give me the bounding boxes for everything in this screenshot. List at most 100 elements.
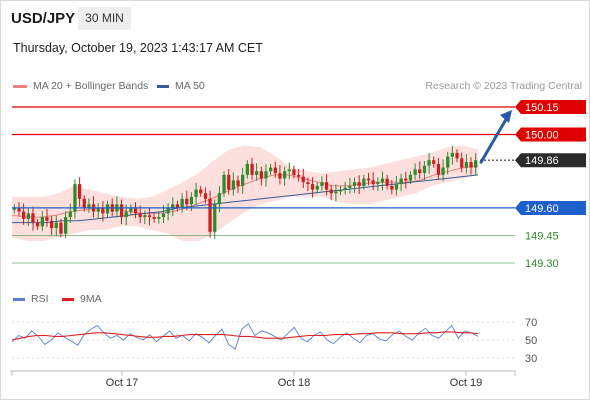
candle-body bbox=[460, 158, 464, 168]
candle-body bbox=[185, 198, 189, 205]
candle-body bbox=[422, 165, 427, 173]
candle-body bbox=[59, 222, 63, 234]
candle-body bbox=[22, 211, 26, 219]
candle-body bbox=[17, 207, 21, 212]
candle-body bbox=[40, 217, 44, 227]
candle-body bbox=[231, 180, 235, 190]
candle-body bbox=[292, 169, 296, 175]
candle-body bbox=[450, 152, 454, 157]
candle-body bbox=[371, 180, 375, 185]
candle-body bbox=[357, 182, 361, 186]
candle-body bbox=[147, 215, 152, 218]
candle-body bbox=[26, 213, 30, 219]
legend-ma20: MA 20 + Bollinger Bands bbox=[13, 80, 148, 92]
projection-arrow-head bbox=[500, 110, 512, 123]
candle-body bbox=[217, 193, 221, 205]
candle-body bbox=[124, 211, 128, 218]
candle-body bbox=[352, 182, 357, 186]
candle-body bbox=[324, 182, 329, 190]
candle-body bbox=[259, 171, 263, 179]
candle-body bbox=[45, 217, 49, 221]
timestamp: Thursday, October 19, 2023 1:43:17 AM CE… bbox=[13, 41, 263, 55]
candle-body bbox=[380, 178, 385, 183]
candle-body bbox=[199, 189, 203, 194]
candle-body bbox=[278, 173, 282, 179]
candle-body bbox=[157, 217, 161, 219]
rsi-line bbox=[11, 323, 479, 350]
candle-body bbox=[68, 211, 72, 218]
candle-body bbox=[464, 162, 468, 168]
research-credit: Research © 2023 Trading Central bbox=[425, 80, 582, 92]
candle-body bbox=[96, 207, 100, 212]
x-tick-label: Oct 19 bbox=[450, 377, 482, 389]
candle-body bbox=[77, 184, 82, 199]
candle-body bbox=[264, 171, 268, 179]
candle-body bbox=[455, 152, 459, 159]
candle-body bbox=[343, 187, 347, 190]
candle-body bbox=[418, 169, 422, 174]
candle-body bbox=[87, 204, 91, 208]
x-tick-label: Oct 17 bbox=[106, 377, 138, 389]
level-label-149-30: 149.30 bbox=[525, 258, 559, 270]
candle-body bbox=[362, 178, 366, 186]
x-tick-label: Oct 18 bbox=[278, 377, 310, 389]
ma50-swatch bbox=[157, 84, 169, 88]
candle-body bbox=[297, 174, 301, 177]
candle-body bbox=[390, 185, 394, 190]
candle-body bbox=[171, 204, 175, 208]
candle-body bbox=[269, 167, 273, 172]
candle-body bbox=[54, 222, 58, 229]
rsi-y-tick: 50 bbox=[525, 335, 537, 347]
legend-rsi-ma-label: 9MA bbox=[80, 293, 102, 305]
candle-body bbox=[329, 189, 333, 194]
candle-body bbox=[334, 191, 338, 194]
price-chart: 150.15 150.00 149.86 149.60 149.45 149.30 bbox=[11, 100, 586, 270]
candle-body bbox=[208, 198, 212, 232]
candle-body bbox=[227, 174, 231, 190]
rsi-swatch bbox=[13, 297, 25, 301]
candle-body bbox=[399, 178, 403, 185]
candle-body bbox=[50, 220, 54, 229]
candle-body bbox=[408, 174, 413, 181]
candle-body bbox=[338, 189, 343, 192]
candle-body bbox=[432, 160, 436, 164]
level-label-149-45: 149.45 bbox=[525, 231, 559, 243]
candle-body bbox=[152, 217, 156, 219]
candle-body bbox=[255, 171, 259, 175]
candle-body bbox=[161, 213, 166, 218]
candle-body bbox=[469, 162, 473, 168]
level-label-149-60: 149.60 bbox=[525, 203, 559, 215]
candle-body bbox=[64, 217, 68, 234]
legend-ma20-label: MA 20 + Bollinger Bands bbox=[33, 80, 149, 92]
candle-body bbox=[310, 184, 315, 190]
candle-body bbox=[427, 160, 431, 166]
legend-ma50: MA 50 bbox=[157, 80, 205, 92]
candle-body bbox=[348, 185, 352, 188]
candle-body bbox=[287, 169, 291, 172]
projection-arrow bbox=[479, 114, 510, 164]
candle-body bbox=[245, 163, 249, 175]
symbol-title: USD/JPY bbox=[11, 10, 76, 27]
candle-body bbox=[36, 222, 40, 227]
level-label-149-86: 149.86 bbox=[525, 155, 559, 167]
candle-body bbox=[119, 204, 124, 218]
level-label-150-00: 150.00 bbox=[525, 130, 559, 142]
rsi-chart: 70 50 30 Oct 17 Oct 18 Oct 19 bbox=[10, 317, 537, 389]
rsi-ma-line bbox=[11, 331, 479, 341]
level-tag-149-60 bbox=[515, 200, 586, 215]
level-tag-149-86 bbox=[515, 153, 586, 168]
candle-body bbox=[175, 204, 180, 208]
level-tag-150-15 bbox=[515, 100, 586, 114]
timeframe-button[interactable]: 30 MIN bbox=[78, 7, 131, 30]
candle-body bbox=[283, 171, 287, 179]
rsi-y-tick: 70 bbox=[525, 317, 537, 329]
candle-body bbox=[474, 160, 478, 168]
level-tag-150-00 bbox=[515, 127, 586, 142]
candle-body bbox=[441, 167, 445, 175]
candle-body bbox=[213, 204, 217, 232]
candle-body bbox=[73, 184, 77, 212]
candle-body bbox=[273, 167, 277, 174]
candle-body bbox=[180, 198, 184, 208]
legend-rsi: RSI bbox=[13, 293, 49, 305]
candle-body bbox=[138, 213, 142, 218]
